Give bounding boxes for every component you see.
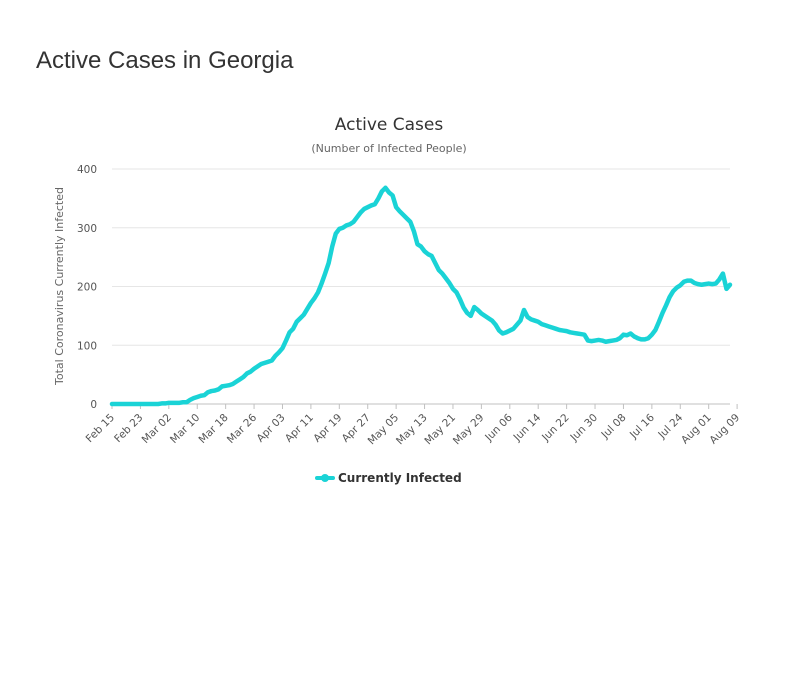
legend[interactable]: Currently Infected — [315, 471, 462, 485]
x-tick-label: Jul 08 — [599, 412, 629, 442]
series-line-currently-infected[interactable] — [109, 185, 733, 407]
x-tick-label: Jun 30 — [568, 412, 601, 445]
x-tick-label: Mar 18 — [196, 412, 230, 446]
y-axis-title: Total Coronavirus Currently Infected — [53, 187, 66, 386]
x-tick-label: Mar 26 — [225, 411, 260, 446]
legend-swatch-marker — [321, 474, 329, 482]
page-heading: Active Cases in Georgia — [36, 47, 294, 74]
x-tick-label: Apr 03 — [254, 412, 287, 445]
x-tick-label: Aug 09 — [707, 412, 742, 447]
x-tick-label: Jul 16 — [627, 411, 657, 441]
x-tick-label: Feb 23 — [112, 412, 145, 445]
series-layer — [109, 185, 733, 407]
y-tick-label: 300 — [77, 223, 97, 235]
y-tick-label: 100 — [77, 340, 97, 352]
y-axis: 0 100 200 300 400 — [77, 164, 97, 411]
legend-label-currently-infected[interactable]: Currently Infected — [338, 471, 462, 485]
x-tick-label: Apr 19 — [311, 412, 344, 445]
x-tick-label: Feb 15 — [84, 412, 117, 445]
x-tick-label: Aug 01 — [679, 412, 714, 447]
x-tick-label: Mar 02 — [140, 412, 174, 446]
x-tick-label: Apr 11 — [283, 412, 316, 445]
x-tick-label: Jun 14 — [511, 411, 544, 444]
x-tick-label: May 29 — [451, 412, 487, 448]
chart-title: Active Cases — [335, 115, 444, 135]
x-tick-label: Mar 10 — [168, 412, 202, 446]
y-tick-label: 200 — [77, 282, 97, 294]
chart-subtitle: (Number of Infected People) — [311, 142, 466, 155]
y-tick-label: 400 — [77, 164, 97, 176]
x-tick-label: Jun 06 — [482, 411, 515, 444]
grid-lines — [112, 168, 730, 405]
x-tick-label: Jun 22 — [539, 412, 572, 445]
y-tick-label: 0 — [90, 399, 97, 411]
